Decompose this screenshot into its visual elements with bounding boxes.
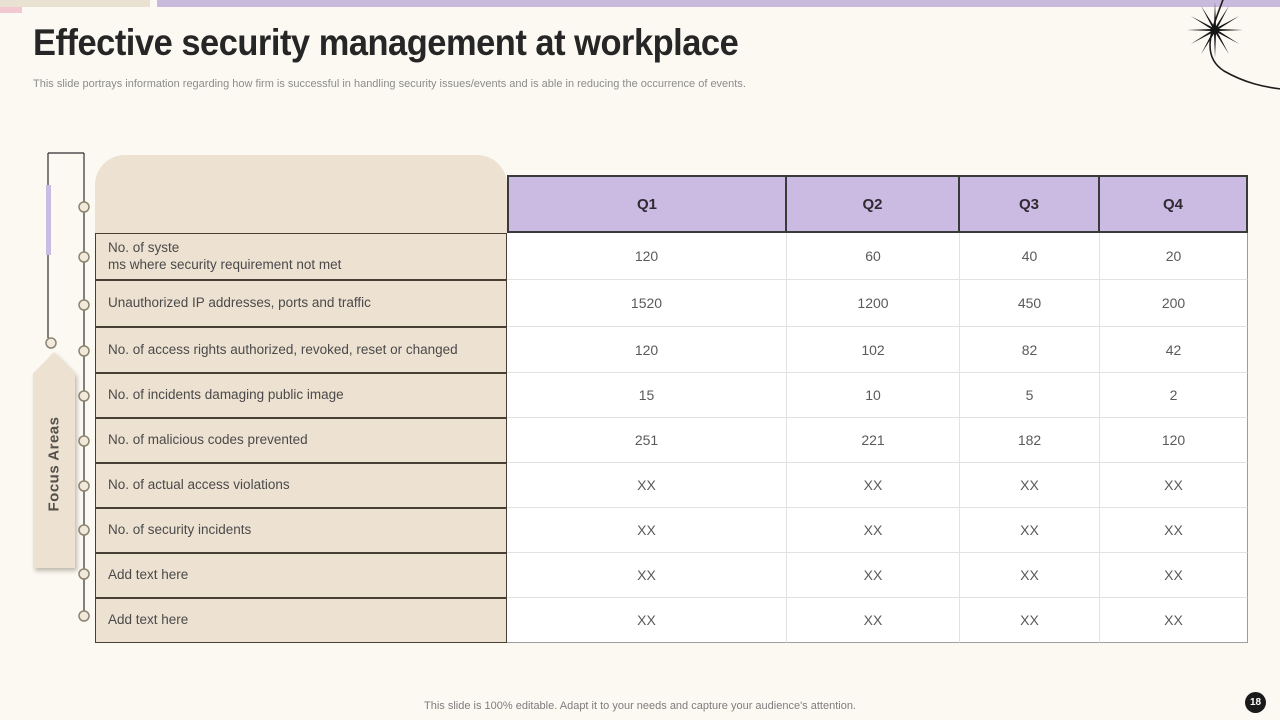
cell-q1: 251 [507, 418, 787, 463]
cell-q4: XX [1100, 553, 1248, 598]
focus-areas-arrow: Focus Areas [33, 352, 75, 568]
table-row: No. of incidents damaging public image 1… [95, 373, 1248, 418]
page-title: Effective security management at workpla… [33, 22, 739, 63]
cell-q2: 60 [787, 233, 960, 280]
cell-q4: XX [1100, 463, 1248, 508]
cell-q1: 1520 [507, 280, 787, 327]
cell-q2: XX [787, 598, 960, 643]
row-label: No. of access rights authorized, revoked… [95, 327, 507, 373]
cell-q1: 15 [507, 373, 787, 418]
cell-q1: 120 [507, 327, 787, 373]
top-bar-beige [0, 0, 150, 7]
cell-q1: XX [507, 508, 787, 553]
cell-q4: XX [1100, 508, 1248, 553]
table-row: No. of malicious codes prevented 251 221… [95, 418, 1248, 463]
cell-q1: 120 [507, 233, 787, 280]
row-label: No. of actual access violations [95, 463, 507, 508]
focus-areas-label: Focus Areas [45, 416, 63, 512]
row-label: Unauthorized IP addresses, ports and tra… [95, 280, 507, 327]
cell-q3: 82 [960, 327, 1100, 373]
table-header-row: Q1 Q2 Q3 Q4 [507, 175, 1248, 233]
cell-q2: XX [787, 508, 960, 553]
cell-q1: XX [507, 553, 787, 598]
cell-q3: XX [960, 598, 1100, 643]
column-header-q4: Q4 [1100, 175, 1248, 233]
row-label: Add text here [95, 598, 507, 643]
table-row: No. of syste ms where security requireme… [95, 233, 1248, 280]
top-bar-purple [157, 0, 1280, 7]
cell-q3: 450 [960, 280, 1100, 327]
table-row: Add text here XX XX XX XX [95, 598, 1248, 643]
cell-q4: 2 [1100, 373, 1248, 418]
cell-q3: XX [960, 553, 1100, 598]
cell-q3: XX [960, 463, 1100, 508]
table-row: Unauthorized IP addresses, ports and tra… [95, 280, 1248, 327]
cell-q3: 40 [960, 233, 1100, 280]
cell-q2: XX [787, 553, 960, 598]
cell-q2: 10 [787, 373, 960, 418]
top-bar-pink-accent [0, 7, 22, 13]
table-row: Add text here XX XX XX XX [95, 553, 1248, 598]
cell-q4: 20 [1100, 233, 1248, 280]
cell-q2: 102 [787, 327, 960, 373]
table-label-header-block [95, 155, 507, 233]
cell-q2: XX [787, 463, 960, 508]
column-header-q3: Q3 [960, 175, 1100, 233]
cell-q1: XX [507, 463, 787, 508]
table-body: No. of syste ms where security requireme… [95, 233, 1248, 643]
column-header-q2: Q2 [787, 175, 960, 233]
table-row: No. of security incidents XX XX XX XX [95, 508, 1248, 553]
row-label: No. of security incidents [95, 508, 507, 553]
connector-rail [45, 152, 90, 622]
row-label: No. of syste ms where security requireme… [95, 233, 507, 280]
footer-note: This slide is 100% editable. Adapt it to… [424, 700, 856, 712]
cell-q3: XX [960, 508, 1100, 553]
cell-q4: 200 [1100, 280, 1248, 327]
cell-q3: 182 [960, 418, 1100, 463]
cell-q2: 1200 [787, 280, 960, 327]
cell-q4: 42 [1100, 327, 1248, 373]
page-subtitle: This slide portrays information regardin… [33, 78, 746, 90]
row-label: No. of malicious codes prevented [95, 418, 507, 463]
table-row: No. of access rights authorized, revoked… [95, 327, 1248, 373]
purple-accent-bar [46, 185, 51, 255]
cell-q4: 120 [1100, 418, 1248, 463]
starburst-icon [1187, 0, 1280, 90]
table-row: No. of actual access violations XX XX XX… [95, 463, 1248, 508]
column-header-q1: Q1 [507, 175, 787, 233]
focus-areas-shape [33, 352, 75, 568]
row-label: No. of incidents damaging public image [95, 373, 507, 418]
cell-q2: 221 [787, 418, 960, 463]
row-label: Add text here [95, 553, 507, 598]
cell-q1: XX [507, 598, 787, 643]
page-number-badge: 18 [1245, 692, 1266, 713]
cell-q4: XX [1100, 598, 1248, 643]
cell-q3: 5 [960, 373, 1100, 418]
